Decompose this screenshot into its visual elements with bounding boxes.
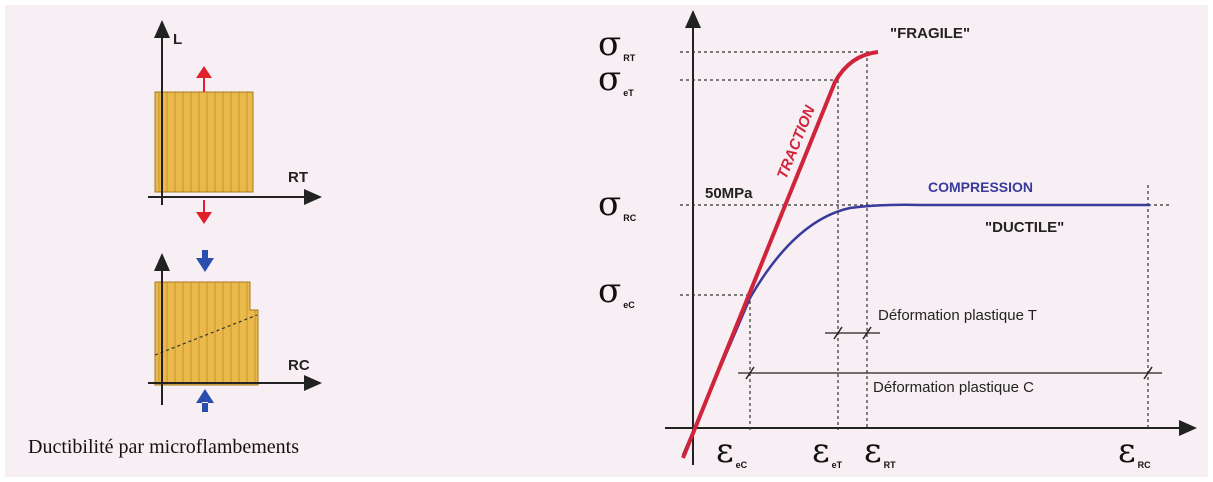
subscript: RC: [1138, 460, 1151, 470]
symbol: σ: [598, 271, 621, 311]
symbol: ε: [864, 431, 882, 471]
strain-label: ε eC: [716, 431, 748, 471]
subscript: eT: [623, 88, 634, 98]
caption: Ductibilité par microflambements: [28, 436, 299, 458]
subscript: eT: [832, 460, 843, 470]
left-top: L RT: [148, 20, 322, 224]
plastic-t-label: Déformation plastique T: [878, 307, 1037, 324]
fragile-label: "FRAGILE": [890, 25, 970, 42]
ductile-label: "DUCTILE": [985, 219, 1064, 236]
subscript: RT: [884, 460, 896, 470]
symbol: σ: [598, 24, 621, 64]
stress-label: σ RC: [598, 184, 637, 224]
stress-label: σ RT: [598, 24, 636, 64]
stress-strain: [665, 10, 1197, 465]
symbol: ε: [716, 431, 734, 471]
axis-label: L: [173, 31, 182, 48]
strain-label: ε eT: [812, 431, 843, 471]
left-bottom: RC: [148, 250, 322, 412]
stress-value: 50MPa: [705, 185, 753, 202]
stress-label: σ eT: [598, 59, 634, 99]
strain-label: ε RT: [864, 431, 896, 471]
subscript: eC: [736, 460, 748, 470]
symbol: σ: [598, 59, 621, 99]
label: RT: [288, 169, 308, 186]
stress-label: σ eC: [598, 271, 635, 311]
symbol: ε: [1118, 431, 1136, 471]
labels: σ RTσ eTσ RCσ eCε eC ε eT ε RT ε RC: [598, 24, 1151, 471]
strain-label: ε RC: [1118, 431, 1151, 471]
label: RC: [288, 357, 310, 374]
plastic-c-label: Déformation plastique C: [873, 379, 1034, 396]
subscript: eC: [623, 300, 635, 310]
subscript: RC: [623, 213, 636, 223]
compression-label: COMPRESSION: [928, 179, 1033, 195]
subscript: RT: [623, 53, 635, 63]
symbol: ε: [812, 431, 830, 471]
symbol: σ: [598, 184, 621, 224]
